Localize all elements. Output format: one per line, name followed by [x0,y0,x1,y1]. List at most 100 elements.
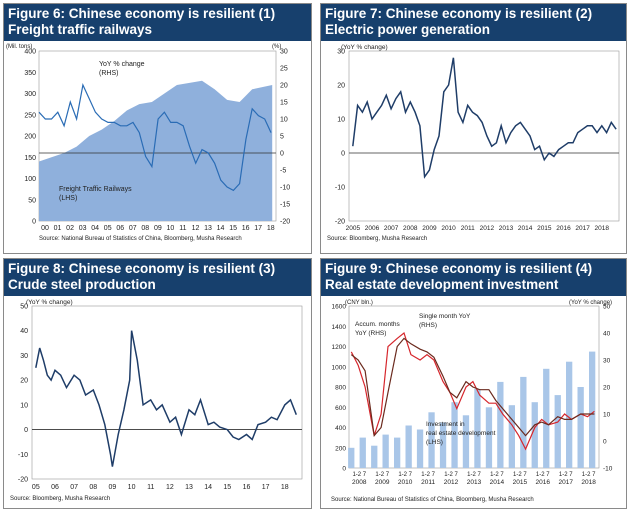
x-tick-label: 02 [66,225,74,232]
x-month-tick-label: 1-2 7 [352,472,366,478]
x-tick-label: 12 [166,484,174,491]
x-tick-label: 2011 [461,225,475,232]
figure-6-panel: Figure 6: Chinese economy is resilient (… [3,3,312,254]
investment-bar [451,402,458,468]
annotation-investment: (LHS) [426,439,443,446]
y-left-tick-label: 350 [24,70,36,77]
x-tick-label: 00 [41,225,49,232]
annotation-yoy: (RHS) [99,70,118,77]
x-tick-label: 15 [223,484,231,491]
figure-6-subtitle: Freight traffic railways [8,22,153,37]
investment-bar [531,402,538,468]
x-tick-label: 03 [79,225,87,232]
figure-9-subtitle: Real estate development investment [325,277,559,292]
y-left-tick-label: 250 [24,112,36,119]
annotation-freight: (LHS) [59,195,77,202]
x-month-tick-label: 1-2 7 [421,472,435,478]
figure-7-panel: Figure 7: Chinese economy is resilient (… [320,3,627,254]
y-right-tick-label: 30 [603,358,611,365]
investment-bar [554,395,561,468]
steel-yoy-line [35,330,297,467]
x-month-tick-label: 1-2 7 [559,472,573,478]
y-left-tick-label: 400 [335,425,346,432]
x-tick-label: 10 [166,225,174,232]
x-tick-label: 2017 [575,225,590,232]
y-left-tick-label: 200 [335,445,346,452]
x-tick-label: 2005 [346,225,361,232]
x-tick-label: 14 [217,225,225,232]
y-right-tick-label: 40 [603,331,611,338]
single-month-yoy-line [350,331,595,451]
figure-9-title: Figure 9: Chinese economy is resilient (… [325,261,593,276]
y-tick-label: 30 [20,353,28,360]
source-note: Source: Bloomberg, Musha Research [10,496,110,502]
x-tick-label: 04 [91,225,99,232]
x-tick-label: 08 [141,225,149,232]
figure-9-panel: Figure 9: Chinese economy is resilient (… [320,258,627,509]
y-left-tick-label: 1000 [332,364,347,371]
y-left-tick-label: 0 [32,219,36,226]
y-right-tick-label: 20 [603,385,611,392]
annotation-freight: Freight Traffic Railways [59,186,132,193]
source-note: Source: Bloomberg, Musha Research [327,236,427,242]
x-year-tick-label: 2014 [490,479,505,486]
x-tick-label: 2007 [384,225,399,232]
x-tick-label: 08 [89,484,97,491]
y-right-tick-label: -10 [603,466,613,473]
y-right-tick-label: 10 [280,117,288,124]
source-note: Source: National Bureau of Statistics of… [39,236,242,242]
figure-6-title: Figure 6: Chinese economy is resilient (… [8,6,276,21]
x-tick-label: 15 [229,225,237,232]
investment-bar [394,437,401,468]
x-year-tick-label: 2016 [536,479,551,486]
x-tick-label: 2014 [518,225,533,232]
y-right-tick-label: 10 [603,412,611,419]
figure-8-subtitle: Crude steel production [8,277,156,292]
y-left-tick-label: 1600 [332,304,347,311]
x-tick-label: 10 [128,484,136,491]
figure-8-panel: Figure 8: Chinese economy is resilient (… [3,258,312,509]
investment-bar [405,425,412,468]
y-right-tick-label: -20 [280,219,290,226]
x-tick-label: 18 [267,225,275,232]
figure-6-header: Figure 6: Chinese economy is resilient (… [4,4,311,41]
x-year-tick-label: 2010 [398,479,413,486]
y-left-tick-label: 50 [28,197,36,204]
x-tick-label: 18 [281,484,289,491]
x-tick-label: 17 [254,225,262,232]
investment-bar [566,361,573,468]
x-month-tick-label: 1-2 7 [467,472,481,478]
x-month-tick-label: 1-2 7 [513,472,527,478]
x-tick-label: 2012 [480,225,495,232]
accum-months-yoy-line [350,337,595,438]
freight-area-series [39,80,273,221]
y-tick-label: 10 [20,402,28,409]
y-right-tick-label: 25 [280,66,288,73]
x-year-tick-label: 2009 [375,479,390,486]
investment-bar [382,434,389,468]
x-year-tick-label: 2017 [558,479,573,486]
plot-area [348,50,620,222]
y-tick-label: 0 [24,427,28,434]
y-right-tick-label: 50 [603,304,611,311]
figure-7-chart: -20 -10 0 10 20 30 2005 2006 2007 2008 2009 2010 201… [327,44,620,242]
y-tick-label: -10 [335,185,345,192]
figure-7-header: Figure 7: Chinese economy is resilient (… [321,4,626,41]
x-year-tick-label: 2015 [513,479,528,486]
y-left-unit: (Mil. tons) [6,44,32,50]
plot-area [31,305,303,480]
investment-bar [589,351,596,468]
x-year-tick-label: 2013 [467,479,482,486]
x-tick-label: 11 [147,484,154,491]
y-tick-label: 20 [337,83,345,90]
y-left-tick-label: 1200 [332,344,347,351]
annotation-accum: YoY (RHS) [355,330,386,337]
y-tick-label: -20 [335,219,345,226]
y-left-tick-label: 1400 [332,324,347,331]
x-tick-label: 01 [54,225,62,232]
x-year-tick-label: 2011 [421,479,435,486]
y-left-tick-label: 150 [24,155,36,162]
x-year-tick-label: 2008 [352,479,367,486]
investment-bar [428,412,435,468]
x-tick-label: 2009 [422,225,437,232]
